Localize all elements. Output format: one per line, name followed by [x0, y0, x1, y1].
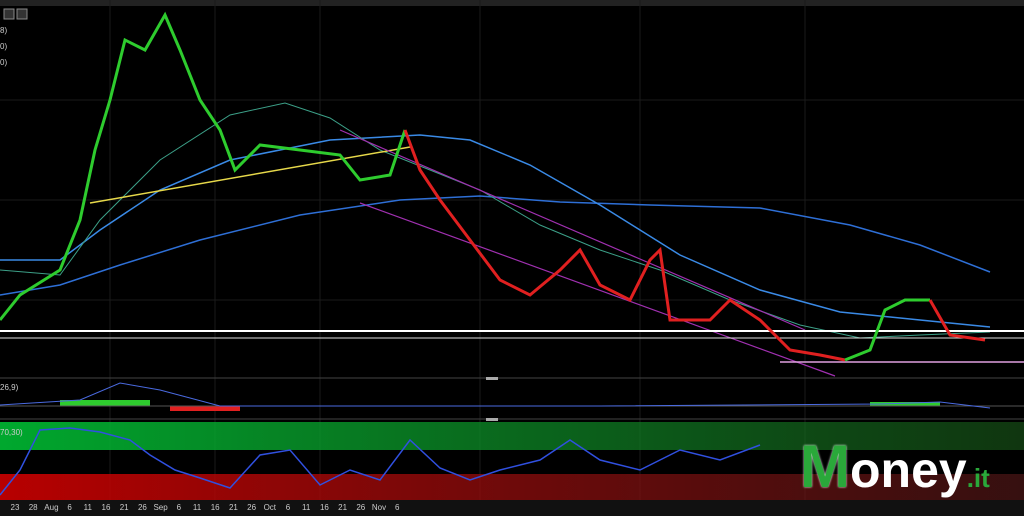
x-tick-label: Nov: [372, 503, 386, 512]
toolbar: [0, 0, 1024, 6]
x-tick-label: 16: [320, 503, 329, 512]
macd-histogram: [60, 400, 150, 406]
x-axis: [0, 500, 1024, 516]
x-tick-label: Oct: [264, 503, 277, 512]
x-tick-label: 11: [302, 503, 311, 512]
x-tick-label: Aug: [44, 503, 58, 512]
price: [844, 298, 930, 362]
resize-handle[interactable]: [486, 377, 498, 380]
logo-text: oney: [849, 442, 967, 498]
x-tick-label: 16: [211, 503, 220, 512]
x-tick-label: 6: [395, 503, 400, 512]
price: [928, 299, 986, 342]
trendline: [89, 146, 411, 204]
x-tick-label: 11: [193, 503, 202, 512]
logo-suffix: .it: [966, 463, 990, 493]
x-tick-label: 6: [67, 503, 72, 512]
logo-initial: M: [800, 433, 850, 500]
macd-line: [0, 382, 991, 409]
x-tick-label: 28: [29, 503, 38, 512]
resize-handle[interactable]: [486, 418, 498, 421]
x-tick-label: 11: [84, 503, 93, 512]
channel-line: [359, 202, 836, 377]
x-tick-label: 16: [102, 503, 111, 512]
x-tick-label: Sep: [153, 503, 168, 512]
price: [0, 11, 407, 321]
tool-button[interactable]: [16, 8, 28, 20]
grid: [0, 0, 1024, 500]
indicator-label: 0): [0, 58, 7, 67]
moving-average: [0, 134, 991, 328]
x-tick-label: 26: [247, 503, 256, 512]
x-tick-label: 21: [338, 503, 347, 512]
rsi-overbought-zone: [0, 422, 1024, 450]
x-tick-label: 26: [138, 503, 147, 512]
macd-label: 26,9): [0, 383, 19, 392]
x-tick-label: 21: [120, 503, 129, 512]
price: [403, 129, 846, 362]
x-tick-label: 6: [286, 503, 291, 512]
indicator-label: 8): [0, 26, 7, 35]
moving-average: [0, 195, 991, 296]
rsi-label: 70,30): [0, 428, 23, 437]
indicator-label: 0): [0, 42, 7, 51]
x-tick-label: 23: [11, 503, 20, 512]
macd-histogram: [170, 406, 240, 411]
x-tick-label: 21: [229, 503, 238, 512]
x-tick-label: 6: [177, 503, 182, 512]
rsi-oversold-zone: [0, 474, 1024, 500]
moving-average: [0, 102, 991, 339]
tool-button[interactable]: [3, 8, 15, 20]
macd-histogram: [870, 402, 940, 406]
x-tick-label: 26: [356, 503, 365, 512]
rsi-line: [0, 427, 761, 496]
